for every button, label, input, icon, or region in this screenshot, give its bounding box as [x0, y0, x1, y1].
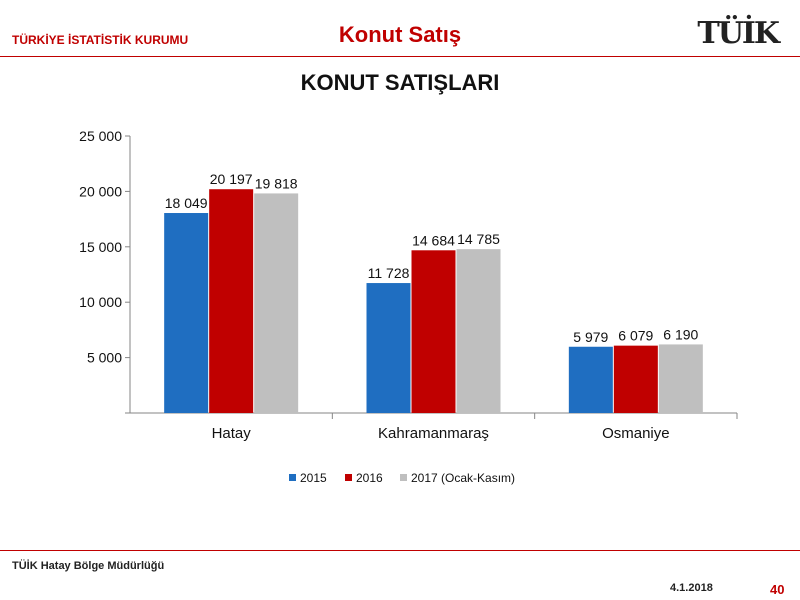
category-label: Hatay [212, 425, 252, 442]
data-label: 6 190 [663, 326, 698, 342]
bar [254, 193, 299, 413]
slide-header: TÜRKİYE İSTATİSTİK KURUMU Konut Satış TÜ… [0, 0, 800, 58]
bar [164, 213, 209, 413]
category-label: Osmaniye [602, 425, 670, 442]
y-tick-label: 25 000 [79, 128, 122, 144]
y-tick-label: 5 000 [87, 350, 122, 366]
bar [456, 249, 501, 413]
y-tick-label: 10 000 [79, 294, 122, 310]
data-label: 20 197 [210, 171, 253, 187]
legend-label: 2017 (Ocak-Kasım) [411, 471, 515, 485]
bar [568, 346, 613, 413]
organization-name: TÜRKİYE İSTATİSTİK KURUMU [12, 33, 189, 47]
legend-swatch [345, 474, 352, 481]
legend-label: 2016 [356, 471, 383, 485]
data-label: 18 049 [165, 195, 208, 211]
footer-date: 4.1.2018 [670, 582, 713, 594]
data-label: 11 728 [368, 265, 410, 281]
legend-label: 2015 [300, 471, 327, 485]
data-label: 14 785 [457, 231, 500, 247]
data-label: 14 684 [412, 232, 455, 248]
category-label: Kahramanmaraş [378, 425, 489, 442]
data-label: 6 079 [618, 328, 653, 344]
page-number: 40 [770, 582, 785, 597]
chart-title: KONUT SATIŞLARI [300, 70, 500, 95]
footer-divider [0, 550, 800, 551]
legend-swatch [400, 474, 407, 481]
y-tick-label: 20 000 [79, 183, 122, 199]
bar [366, 283, 411, 413]
legend-swatch [289, 474, 296, 481]
footer-office: TÜİK Hatay Bölge Müdürlüğü [12, 560, 165, 572]
bar [613, 345, 658, 413]
header-divider [0, 56, 800, 57]
slide-title: Konut Satış [338, 22, 462, 47]
y-tick-label: 15 000 [79, 239, 122, 255]
tuik-logo: TÜİK [697, 16, 780, 51]
bar [209, 189, 254, 413]
bar [658, 344, 703, 413]
data-label: 19 818 [255, 175, 298, 191]
data-label: 5 979 [573, 329, 608, 345]
bar [411, 250, 456, 413]
